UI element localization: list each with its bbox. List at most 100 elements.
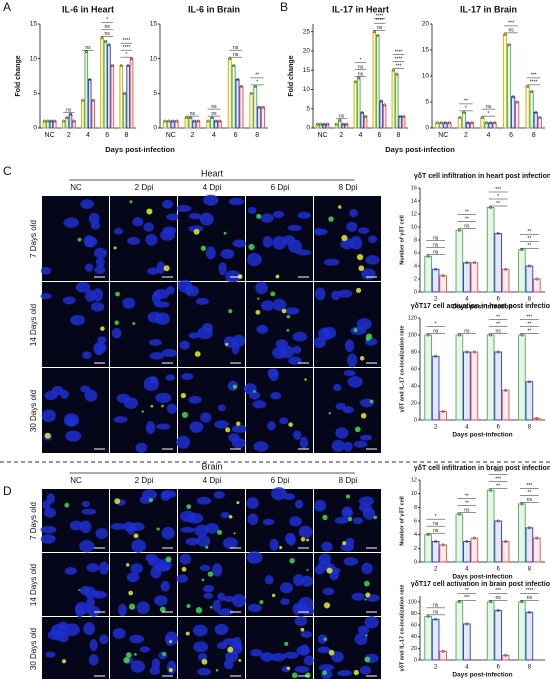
x-tick-label: 6	[496, 567, 500, 573]
y-axis-label: Fold change	[288, 55, 295, 96]
nucleus	[361, 268, 376, 280]
nucleus	[86, 596, 95, 608]
bar	[463, 351, 471, 421]
bar-dot	[334, 122, 338, 126]
signal	[286, 329, 290, 332]
signal	[305, 672, 311, 678]
nucleus	[187, 512, 204, 524]
nucleus	[132, 217, 144, 227]
signal	[141, 410, 144, 413]
x-tick-label: 4	[212, 132, 216, 139]
bar-dot	[426, 533, 430, 537]
nucleus	[255, 281, 268, 295]
signal	[369, 399, 374, 404]
nucleus	[292, 331, 308, 342]
significance: ns	[433, 603, 439, 609]
nucleus	[65, 416, 75, 425]
nucleus	[331, 439, 345, 452]
signal	[271, 593, 276, 598]
bar	[170, 120, 175, 129]
nucleus	[271, 487, 287, 501]
bar	[87, 79, 92, 129]
nucleus	[130, 660, 146, 673]
signal	[128, 603, 136, 610]
significance: ns	[85, 45, 91, 51]
x-tick-label: 4	[359, 132, 363, 139]
x-tick-label: 6	[105, 132, 109, 139]
x-tick-label: 2	[190, 132, 194, 139]
x-tick-label: 2	[434, 425, 438, 431]
nucleus	[156, 423, 171, 430]
significance: **	[496, 321, 500, 327]
bar-dot	[493, 121, 497, 125]
significance: ns	[433, 610, 439, 616]
signal	[323, 637, 327, 641]
nucleus	[155, 392, 172, 404]
bar	[506, 44, 512, 129]
bar	[213, 120, 218, 129]
nucleus	[228, 197, 245, 206]
bar-dot	[126, 64, 130, 68]
bar-dot	[62, 119, 66, 123]
bar-dot	[527, 380, 531, 384]
bar-dot	[535, 277, 539, 281]
nucleus	[177, 279, 193, 293]
nucleus	[264, 575, 274, 585]
signal	[253, 390, 256, 393]
nucleus	[99, 634, 109, 645]
nucleus	[323, 258, 340, 266]
y-tick-label: 25	[303, 28, 311, 35]
bar-dot	[236, 78, 239, 81]
nucleus	[205, 246, 216, 260]
signal	[228, 309, 233, 314]
signal	[257, 297, 260, 300]
nucleus	[131, 539, 146, 553]
bar	[470, 537, 479, 563]
bar	[363, 115, 368, 129]
nucleus	[188, 395, 202, 404]
significance: ****	[530, 80, 538, 86]
x-tick-label: 6	[234, 132, 238, 139]
y-tick-label: 0	[306, 125, 310, 132]
nucleus	[294, 499, 304, 509]
y-tick-label: 12	[411, 477, 417, 483]
bar-dot	[426, 333, 430, 337]
bar-dot	[472, 350, 476, 354]
nucleus	[88, 654, 99, 666]
column-label: 8 Dpi	[339, 183, 358, 192]
nucleus	[205, 522, 219, 534]
nucleus	[260, 213, 274, 223]
significance: ns	[527, 497, 533, 503]
nucleus	[359, 665, 372, 675]
signal	[114, 498, 121, 505]
bar-dot	[249, 91, 253, 95]
column-label: 2 Dpi	[135, 476, 154, 485]
significance: ns	[433, 521, 439, 527]
nucleus	[232, 593, 246, 608]
signal	[195, 607, 203, 614]
bar-dot	[69, 112, 72, 116]
nucleus	[69, 520, 83, 531]
bar	[322, 123, 326, 129]
signal	[291, 672, 298, 679]
significance: ****	[376, 13, 384, 19]
y-tick-label: 14	[411, 198, 417, 204]
significance: *	[360, 57, 362, 63]
significance: ns	[339, 114, 345, 120]
nucleus	[136, 601, 150, 615]
nucleus	[161, 526, 175, 540]
nucleus	[200, 412, 212, 423]
nucleus	[299, 436, 309, 449]
nucleus	[70, 314, 86, 326]
nucleus	[93, 247, 108, 259]
signal	[223, 231, 227, 235]
x-tick-label: 8	[397, 132, 401, 139]
signal	[359, 356, 365, 361]
nucleus	[145, 233, 158, 246]
nucleus	[280, 598, 290, 606]
bar	[533, 537, 541, 563]
nucleus	[64, 623, 80, 636]
bar	[174, 120, 179, 129]
bar-dot	[376, 34, 380, 38]
bar	[100, 37, 104, 129]
